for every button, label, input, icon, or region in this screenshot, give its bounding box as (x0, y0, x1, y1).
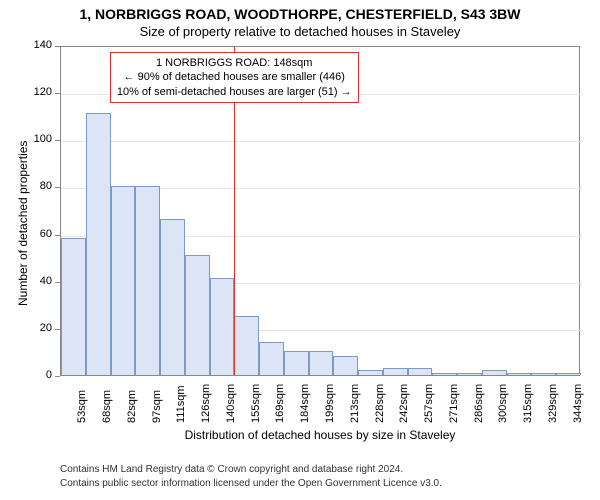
xtick-label: 68sqm (101, 390, 113, 423)
histogram-bar (457, 373, 482, 375)
xtick-label: 242sqm (398, 384, 410, 423)
histogram-bar (160, 219, 185, 375)
ytick-label: 0 (26, 369, 52, 381)
ytick-mark (55, 93, 60, 94)
ytick-label: 140 (26, 39, 52, 51)
ytick-mark (55, 329, 60, 330)
xtick-label: 271sqm (448, 384, 460, 423)
histogram-bar (531, 373, 556, 375)
xtick-label: 344sqm (572, 384, 584, 423)
info-box-line: 1 NORBRIGGS ROAD: 148sqm (117, 56, 352, 70)
xtick-label: 213sqm (349, 384, 361, 423)
ytick-mark (55, 376, 60, 377)
ytick-label: 100 (26, 133, 52, 145)
xtick-label: 53sqm (76, 390, 88, 423)
reference-info-box: 1 NORBRIGGS ROAD: 148sqm← 90% of detache… (110, 52, 359, 103)
footer-line-1: Contains HM Land Registry data © Crown c… (60, 464, 403, 477)
xtick-label: 184sqm (299, 384, 311, 423)
plot-area: 1 NORBRIGGS ROAD: 148sqm← 90% of detache… (60, 46, 580, 376)
histogram-bar (185, 255, 210, 375)
histogram-bar (333, 356, 358, 375)
footer-line-2: Contains public sector information licen… (60, 478, 442, 491)
xtick-label: 257sqm (423, 384, 435, 423)
ytick-mark (55, 140, 60, 141)
histogram-bar (234, 316, 259, 375)
ytick-label: 60 (26, 228, 52, 240)
xtick-label: 155sqm (250, 384, 262, 423)
histogram-bar (61, 238, 86, 375)
histogram-bar (210, 278, 235, 375)
histogram-bar (284, 351, 309, 375)
xtick-label: 228sqm (374, 384, 386, 423)
histogram-bar (358, 370, 383, 375)
histogram-bar (556, 373, 581, 375)
info-box-line: ← 90% of detached houses are smaller (44… (117, 70, 352, 84)
grid-line (61, 141, 581, 142)
histogram-bar (135, 186, 160, 375)
histogram-bar (309, 351, 334, 375)
xtick-label: 169sqm (274, 384, 286, 423)
title-main: 1, NORBRIGGS ROAD, WOODTHORPE, CHESTERFI… (0, 6, 600, 22)
xtick-label: 300sqm (497, 384, 509, 423)
ytick-mark (55, 187, 60, 188)
xtick-label: 286sqm (473, 384, 485, 423)
xtick-label: 97sqm (151, 390, 163, 423)
histogram-bar (408, 368, 433, 375)
title-sub: Size of property relative to detached ho… (0, 24, 600, 39)
ytick-label: 20 (26, 322, 52, 334)
xtick-label: 315sqm (522, 384, 534, 423)
xtick-label: 140sqm (225, 384, 237, 423)
chart-container: 1, NORBRIGGS ROAD, WOODTHORPE, CHESTERFI… (0, 0, 600, 500)
histogram-bar (259, 342, 284, 375)
ytick-label: 120 (26, 86, 52, 98)
ytick-mark (55, 46, 60, 47)
histogram-bar (383, 368, 408, 375)
histogram-bar (432, 373, 457, 375)
histogram-bar (86, 113, 111, 375)
ytick-label: 80 (26, 180, 52, 192)
info-box-line: 10% of semi-detached houses are larger (… (117, 85, 352, 99)
ytick-label: 40 (26, 275, 52, 287)
xtick-label: 126sqm (200, 384, 212, 423)
xtick-label: 329sqm (547, 384, 559, 423)
xtick-label: 82sqm (126, 390, 138, 423)
histogram-bar (482, 370, 507, 375)
histogram-bar (507, 373, 532, 375)
ytick-mark (55, 235, 60, 236)
xtick-label: 199sqm (324, 384, 336, 423)
x-axis-label: Distribution of detached houses by size … (60, 428, 580, 442)
xtick-label: 111sqm (175, 385, 187, 423)
histogram-bar (111, 186, 136, 375)
ytick-mark (55, 282, 60, 283)
